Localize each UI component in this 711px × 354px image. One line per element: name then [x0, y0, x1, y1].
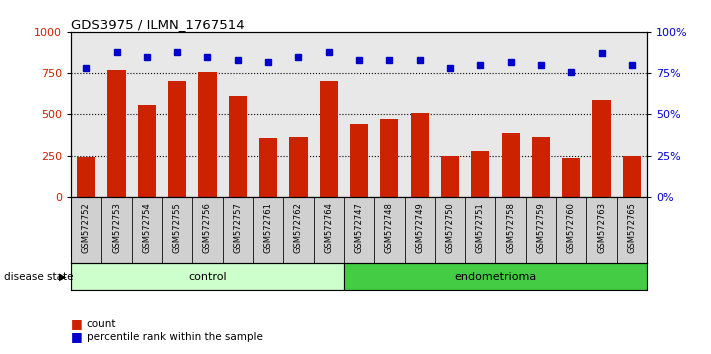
- Bar: [496, 197, 525, 263]
- Bar: [562, 158, 580, 197]
- Bar: [623, 156, 641, 197]
- Bar: [525, 197, 556, 263]
- Bar: [532, 137, 550, 197]
- Bar: [198, 72, 217, 197]
- Text: count: count: [87, 319, 116, 329]
- Text: ■: ■: [71, 331, 83, 343]
- Text: ■: ■: [71, 318, 83, 330]
- Bar: [71, 197, 102, 263]
- Bar: [350, 124, 368, 197]
- Bar: [107, 70, 126, 197]
- Text: disease state: disease state: [4, 272, 73, 282]
- Text: GSM572754: GSM572754: [142, 202, 151, 253]
- Bar: [283, 197, 314, 263]
- Bar: [223, 197, 253, 263]
- Text: GDS3975 / ILMN_1767514: GDS3975 / ILMN_1767514: [71, 18, 245, 31]
- Bar: [587, 197, 616, 263]
- Bar: [102, 197, 132, 263]
- Bar: [405, 197, 435, 263]
- Bar: [77, 158, 95, 197]
- Text: GSM572757: GSM572757: [233, 202, 242, 253]
- Bar: [592, 99, 611, 197]
- Text: GSM572761: GSM572761: [264, 202, 272, 253]
- Bar: [435, 197, 465, 263]
- Text: GSM572763: GSM572763: [597, 202, 606, 253]
- Text: ▶: ▶: [59, 272, 67, 282]
- Bar: [410, 113, 429, 197]
- Text: GSM572760: GSM572760: [567, 202, 576, 253]
- Bar: [132, 197, 162, 263]
- Text: GSM572756: GSM572756: [203, 202, 212, 253]
- Text: GSM572765: GSM572765: [627, 202, 636, 253]
- Bar: [71, 263, 344, 290]
- Text: GSM572747: GSM572747: [355, 202, 363, 253]
- Text: percentile rank within the sample: percentile rank within the sample: [87, 332, 262, 342]
- Bar: [501, 133, 520, 197]
- Text: GSM572753: GSM572753: [112, 202, 121, 253]
- Bar: [441, 156, 459, 197]
- Bar: [193, 197, 223, 263]
- Text: GSM572748: GSM572748: [385, 202, 394, 253]
- Bar: [465, 197, 496, 263]
- Text: GSM572751: GSM572751: [476, 202, 485, 253]
- Bar: [162, 197, 193, 263]
- Bar: [616, 197, 647, 263]
- Bar: [168, 81, 186, 197]
- Bar: [374, 197, 405, 263]
- Bar: [471, 151, 489, 197]
- Text: GSM572762: GSM572762: [294, 202, 303, 253]
- Bar: [253, 197, 283, 263]
- Text: endometrioma: endometrioma: [454, 272, 537, 282]
- Bar: [138, 105, 156, 197]
- Bar: [259, 138, 277, 197]
- Text: GSM572759: GSM572759: [536, 202, 545, 253]
- Bar: [314, 197, 344, 263]
- Text: GSM572764: GSM572764: [324, 202, 333, 253]
- Bar: [380, 119, 398, 197]
- Bar: [344, 263, 647, 290]
- Bar: [320, 81, 338, 197]
- Text: GSM572749: GSM572749: [415, 202, 424, 253]
- Text: control: control: [188, 272, 227, 282]
- Text: GSM572755: GSM572755: [173, 202, 182, 253]
- Text: GSM572750: GSM572750: [446, 202, 454, 253]
- Bar: [556, 197, 587, 263]
- Bar: [344, 197, 374, 263]
- Bar: [289, 137, 308, 197]
- Text: GSM572758: GSM572758: [506, 202, 515, 253]
- Text: GSM572752: GSM572752: [82, 202, 91, 253]
- Bar: [229, 96, 247, 197]
